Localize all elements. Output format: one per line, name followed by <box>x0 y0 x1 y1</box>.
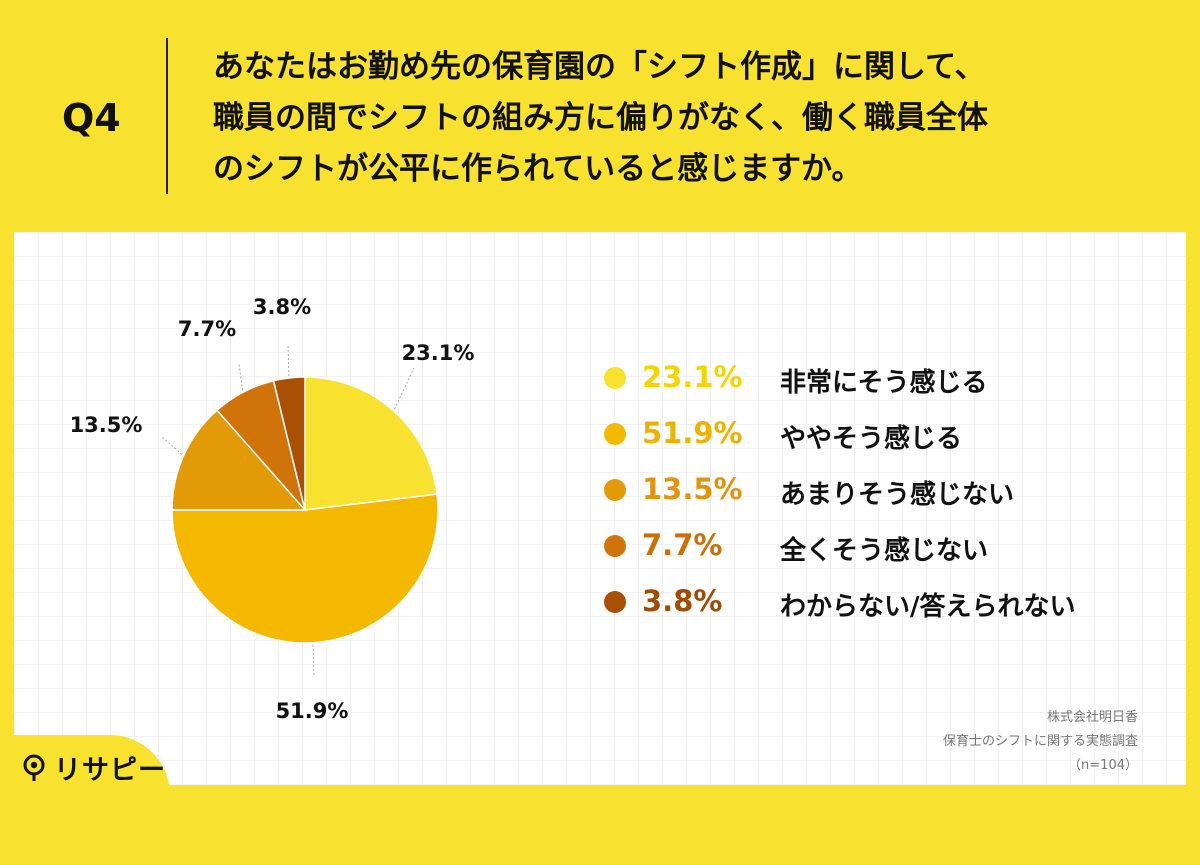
data-label: 3.8% <box>253 295 311 319</box>
legend-label: わからない/答えられない <box>780 592 1076 622</box>
legend-label: ややそう感じる <box>780 424 963 454</box>
pie-slice <box>304 376 438 511</box>
header: Q4 あなたはお勤め先の保育園の「シフト作成」に関して、 職員の間でシフトの組み… <box>0 0 1200 232</box>
question-number: Q4 <box>62 96 121 140</box>
header-divider <box>166 38 168 194</box>
question-line: 職員の間でシフトの組み方に偏りがなく、働く職員全体 <box>213 100 988 136</box>
legend-swatch <box>604 423 626 445</box>
data-label: 23.1% <box>402 341 475 365</box>
legend-item: 7.7% 全くそう感じない <box>604 526 988 566</box>
question-line: あなたはお勤め先の保育園の「シフト作成」に関して、 <box>213 49 986 85</box>
legend-label: あまりそう感じない <box>780 480 1015 510</box>
legend-swatch <box>604 479 626 501</box>
legend-item: 13.5% あまりそう感じない <box>604 470 1014 510</box>
legend-swatch <box>604 367 626 389</box>
pie-slice <box>272 376 306 511</box>
sample-size: （n=104） <box>1068 758 1138 773</box>
leader-line <box>161 436 183 455</box>
legend-percent: 13.5% <box>642 472 743 506</box>
legend-item: 23.1% 非常にそう感じる <box>604 358 987 398</box>
source-survey: 保育士のシフトに関する実態調査 <box>942 734 1138 749</box>
legend-percent: 51.9% <box>642 416 743 450</box>
legend-label: 全くそう感じない <box>780 536 989 566</box>
data-label: 7.7% <box>178 317 236 341</box>
logo: リサピー <box>22 748 166 787</box>
legend-percent: 7.7% <box>642 528 723 562</box>
legend-percent: 3.8% <box>642 584 723 618</box>
magnifier-pin-icon <box>23 754 45 781</box>
pie-chart: 23.1% 51.9% 13.5% 7.7% 3.8% <box>70 295 475 723</box>
leader-line <box>287 343 290 376</box>
pie-slice <box>171 409 307 511</box>
leader-line <box>238 363 244 391</box>
source-company: 株式会社明日香 <box>1046 710 1138 725</box>
legend-swatch <box>604 535 626 557</box>
legend-item: 3.8% わからない/答えられない <box>604 582 1076 622</box>
logo-text: リサピー <box>54 755 166 786</box>
legend-swatch <box>604 591 626 613</box>
question-line: のシフトが公平に作られていると感じますか。 <box>213 151 863 187</box>
pie-slice <box>171 493 439 644</box>
data-label: 13.5% <box>70 413 143 437</box>
source-note: 株式会社明日香 保育士のシフトに関する実態調査 （n=104） <box>943 706 1138 778</box>
question-text: あなたはお勤め先の保育園の「シフト作成」に関して、 職員の間でシフトの組み方に偏… <box>213 42 1173 195</box>
data-label: 51.9% <box>276 699 349 723</box>
legend-percent: 23.1% <box>642 360 743 394</box>
legend-item: 51.9% ややそう感じる <box>604 414 962 454</box>
legend-label: 非常にそう感じる <box>780 368 988 398</box>
leader-line <box>312 644 315 678</box>
leader-line <box>394 367 415 410</box>
chart-panel: 23.1% 51.9% 13.5% 7.7% 3.8% 23.1% 非常にそう感じる 5… <box>14 232 1186 785</box>
